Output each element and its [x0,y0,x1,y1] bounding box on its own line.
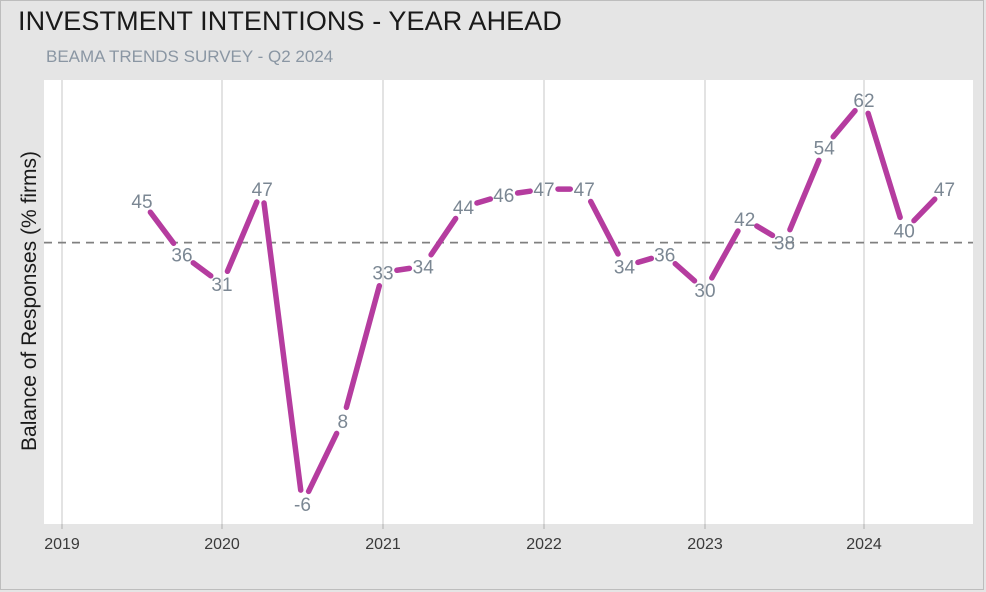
series-segment [224,199,260,275]
x-tick-label-2019: 2019 [44,536,80,553]
data-label: 36 [171,245,192,266]
data-label: 47 [533,180,554,201]
data-label: 45 [131,192,152,213]
data-label: -6 [294,495,311,516]
data-label: 33 [372,263,393,284]
data-label: 40 [894,222,915,243]
x-tick-label-2024: 2024 [846,536,882,553]
series-segment [672,261,698,284]
data-label: 34 [413,257,435,278]
series-segment [709,228,741,281]
data-label: 8 [337,412,348,433]
series-segment [514,188,533,196]
data-label: 36 [654,245,675,266]
chart-subtitle: BEAMA TRENDS SURVEY - Q2 2024 [46,47,334,66]
data-label: 42 [734,210,755,231]
series-segment [787,157,822,233]
series-segment [830,107,858,140]
data-label: 54 [814,139,836,160]
x-tick-label-2021: 2021 [365,536,401,553]
series-segment [754,223,776,239]
series-segment [394,265,413,273]
data-label: 30 [694,281,715,302]
data-label: 34 [614,257,636,278]
series-segment [474,196,494,206]
x-tick-label-2020: 2020 [204,536,240,553]
data-label: 47 [574,180,595,201]
data-label: 62 [853,91,874,112]
data-labels: 45 36 31 47 -6 8 33 34 44 46 47 47 34 36 30 42 38 54 62 40 4… [131,91,955,516]
series-segment [587,198,621,257]
x-tick-label-2023: 2023 [687,536,723,553]
plot-area [44,80,973,524]
series-segment [635,255,655,266]
data-label: 47 [252,180,273,201]
data-label: 31 [211,275,232,296]
series-segment [343,283,383,411]
series-segment [865,110,903,221]
series-segment [261,200,304,493]
series-segment [147,209,177,247]
data-label: 44 [453,198,475,219]
series-segment [428,215,459,258]
x-tick-label-2022: 2022 [526,536,562,553]
grid-lines [61,80,865,524]
series-segment [305,430,340,495]
series-segment [911,196,938,224]
data-label: 46 [493,186,514,207]
series-investment-intentions [147,107,938,495]
chart-title: INVESTMENT INTENTIONS - YEAR AHEAD [18,6,562,36]
series-segment [190,260,214,279]
data-label: 47 [934,180,955,201]
x-axis-ticks: 2019 2020 2021 2022 2023 2024 [44,524,882,553]
data-label: 38 [774,234,795,255]
